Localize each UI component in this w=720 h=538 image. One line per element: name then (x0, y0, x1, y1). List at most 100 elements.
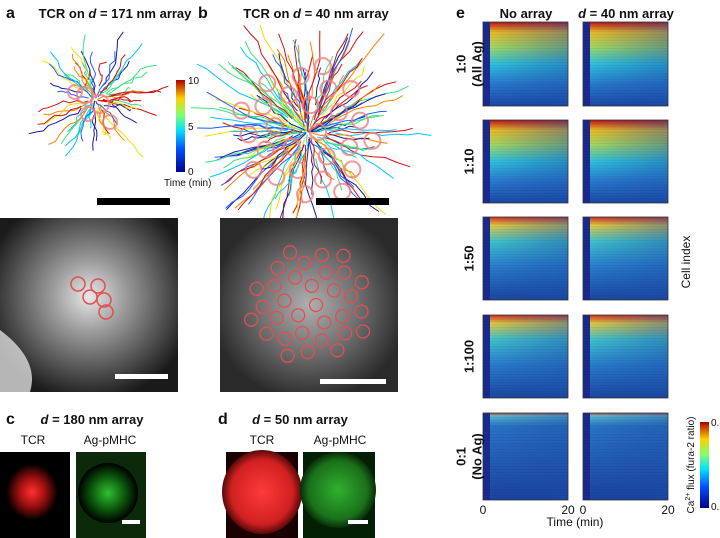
cluster-circle (301, 96, 320, 115)
cluster-circle (288, 161, 307, 180)
colorbar-tick: 0.2 (711, 502, 720, 513)
label-part: flux (fura-2 ratio) (686, 417, 697, 493)
trajectory (310, 85, 368, 130)
trajectory (315, 58, 363, 122)
trajectory (308, 138, 314, 196)
image-label: TCR (21, 433, 46, 447)
cluster-circle (258, 74, 277, 93)
cluster-circle (297, 255, 312, 271)
cluster-circle (267, 278, 282, 293)
trajectory (102, 108, 144, 158)
cluster-circle (343, 289, 359, 304)
trajectory (95, 101, 118, 125)
row-label: 1:50 (461, 245, 476, 271)
trajectory (49, 82, 82, 93)
cluster-circle (336, 248, 351, 263)
column-header: No array (500, 6, 554, 21)
heatmap-baseline (583, 315, 590, 398)
trajectory (73, 66, 90, 87)
heatmap-shade (583, 315, 668, 398)
heatmap-shade (583, 120, 668, 203)
heatmap-shade (483, 217, 568, 300)
cluster-circle (76, 86, 94, 104)
trajectory (243, 25, 298, 112)
colorbar-tick: 5 (188, 122, 194, 133)
trajectory (67, 104, 92, 133)
cluster-circle (282, 137, 301, 156)
scale-bar (97, 198, 170, 205)
header-part: = 40 nm array (586, 6, 675, 21)
trajectory (89, 51, 97, 95)
trajectory (308, 100, 360, 132)
cluster-circle (363, 131, 382, 150)
cluster-circle (337, 265, 352, 280)
cluster-circle (277, 331, 293, 346)
title-part: d (252, 412, 261, 427)
cluster-circle (294, 325, 310, 341)
cluster-circle (351, 111, 370, 130)
trajectory (316, 127, 397, 133)
image-signal (300, 452, 376, 528)
x-tick-label: 20 (661, 503, 675, 517)
trajectory (307, 41, 316, 124)
heatmap-baseline (483, 413, 490, 500)
trajectory (275, 137, 306, 210)
cluster-circle (340, 138, 359, 157)
panel-title: d = 50 nm array (252, 412, 349, 427)
trajectory (269, 78, 304, 126)
title-part: TCR on (243, 6, 293, 21)
cluster-circle (318, 265, 334, 280)
trajectory (313, 114, 384, 132)
trajectory (109, 85, 169, 97)
heatmap-shade (483, 22, 568, 106)
cluster-circle (259, 326, 274, 341)
colorbar-label: Time (min) (164, 178, 211, 189)
heatmap-frame (482, 21, 569, 107)
cluster-circle (255, 299, 270, 314)
trajectory (37, 105, 82, 125)
trajectory (323, 136, 411, 168)
trajectory (48, 106, 90, 145)
cluster-circle (254, 97, 273, 116)
cluster-circles (70, 276, 114, 320)
trajectory (320, 114, 379, 131)
trajectory (328, 95, 403, 125)
panel-c: c d = 180 nm array TCR Ag-pMHC (0, 411, 146, 538)
cluster-circle (354, 275, 369, 290)
row-label: (All Ag) (469, 41, 484, 87)
image-label: Ag-pMHC (314, 433, 367, 447)
heatmap-baseline (483, 120, 490, 203)
cluster-circle (314, 247, 330, 263)
cluster-circle (102, 114, 118, 130)
trajectory (235, 67, 293, 120)
panel-title: TCR on d = 171 nm array (39, 6, 193, 21)
trajectory (48, 63, 93, 99)
heatmap-baseline (483, 315, 490, 398)
trajectory (326, 141, 395, 180)
trajectory (98, 61, 107, 87)
trajectory (95, 51, 116, 99)
cluster-circle (326, 283, 342, 298)
y-axis-label: Cell index (679, 236, 693, 289)
image-signal (78, 463, 138, 523)
trajectory (95, 100, 108, 129)
trajectory (282, 90, 305, 127)
scale-bar (122, 520, 140, 524)
trajectory (82, 34, 95, 95)
scale-bar (316, 198, 389, 205)
trajectory (231, 66, 307, 132)
cluster-circle (309, 123, 327, 141)
heatmap-frame (482, 119, 569, 204)
trajectory (81, 62, 94, 86)
trajectory (272, 54, 302, 113)
trajectory (42, 102, 84, 126)
row-label: 1:10 (461, 148, 476, 174)
trajectory (28, 107, 82, 135)
cluster-circle (270, 260, 285, 276)
trajectory (309, 40, 351, 127)
cluster-circle (330, 343, 345, 358)
trajectory (259, 24, 304, 121)
trajectory (57, 90, 89, 99)
trajectory (246, 137, 290, 160)
